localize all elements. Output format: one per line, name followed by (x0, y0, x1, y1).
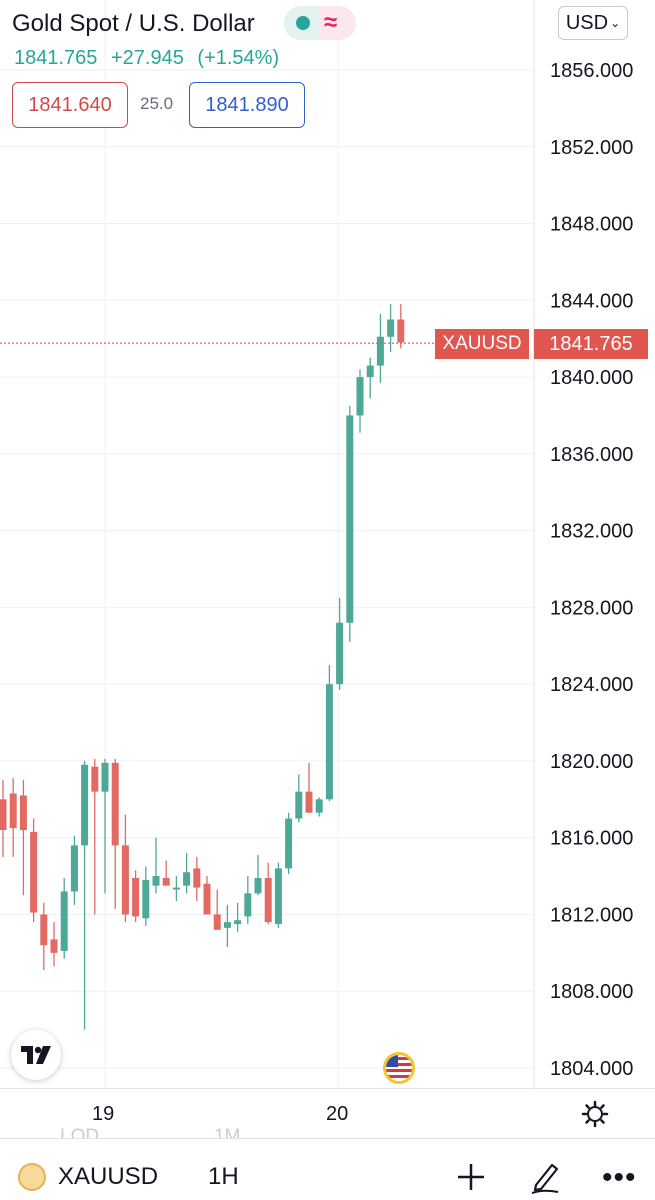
candle-body (346, 415, 354, 623)
tradingview-logo-icon[interactable] (11, 1030, 61, 1080)
time-tick-19: 19 (92, 1103, 115, 1125)
candle-body (356, 377, 364, 416)
candle-body (305, 791, 313, 813)
us-flag-event-icon[interactable] (383, 1052, 415, 1084)
y-tick-label: 1824.000 (550, 674, 633, 696)
sell-button[interactable]: 1841.640 (12, 82, 128, 128)
market-status-pill[interactable]: ≈ (284, 6, 356, 40)
y-tick-label: 1836.000 (550, 444, 633, 466)
interval-selector[interactable]: 1H (208, 1163, 239, 1190)
candle-body (50, 939, 58, 953)
price-change: +27.945 (110, 47, 184, 69)
candle-body (91, 766, 99, 792)
candle-body (244, 893, 252, 917)
candle-body (387, 319, 395, 337)
drawing-pen-icon[interactable] (528, 1159, 562, 1195)
candle-body (397, 319, 405, 343)
delayed-data-icon: ≈ (324, 9, 338, 36)
candle-body (19, 795, 27, 831)
time-tick-20: 20 (326, 1103, 349, 1125)
candle-body (315, 799, 323, 813)
candle-body (121, 845, 129, 915)
candle-body (213, 914, 221, 930)
candle-body (162, 877, 170, 886)
candle-body (223, 922, 231, 928)
symbol-price-tag: XAUUSD (435, 329, 529, 359)
delayed-data-segment (320, 6, 356, 40)
y-tick-label: 1832.000 (550, 521, 633, 543)
currency-selector[interactable]: USD ⌄ (558, 6, 628, 40)
candle-body (264, 877, 272, 923)
time-axis[interactable]: 19 20 (0, 1088, 655, 1138)
candle-body (193, 868, 201, 888)
y-tick-label: 1816.000 (550, 828, 633, 850)
y-tick-label: 1852.000 (550, 137, 633, 159)
candle-body (60, 891, 68, 951)
candlestick-chart[interactable]: 1856.000 1852.000 1848.000 1844.000 1840.000… (0, 0, 655, 1090)
candle-body (376, 336, 384, 366)
y-tick-label: 1848.000 (550, 214, 633, 236)
candle-body (285, 818, 293, 869)
candle-body (234, 920, 242, 925)
candle-body (0, 799, 7, 831)
candle-body (172, 887, 180, 890)
chevron-down-icon: ⌄ (610, 16, 621, 30)
candle-body (295, 791, 303, 819)
gold-symbol-icon[interactable] (18, 1163, 46, 1191)
symbol-title: Gold Spot / U.S. Dollar (12, 10, 255, 37)
candle-body (132, 877, 140, 917)
y-tick-label: 1828.000 (550, 597, 633, 619)
currency-label: USD (565, 11, 609, 34)
y-tick-label: 1844.000 (550, 290, 633, 312)
y-tick-label: 1812.000 (550, 904, 633, 926)
candle-body (203, 883, 211, 915)
spread-value: 25.0 (140, 94, 174, 113)
y-tick-label: 1804.000 (550, 1058, 633, 1080)
quote-line: 1841.765 +27.945 (+1.54%) (14, 47, 287, 70)
candle-body (274, 868, 282, 925)
candle-body (81, 764, 89, 846)
candle-body (366, 365, 374, 378)
price-change-pct: (+1.54%) (197, 47, 280, 69)
more-options-icon[interactable]: ••• (602, 1161, 637, 1194)
y-tick-label: 1820.000 (550, 751, 633, 773)
symbol-selector[interactable]: XAUUSD (58, 1163, 159, 1190)
market-open-dot-icon (296, 16, 310, 30)
y-tick-label: 1856.000 (550, 60, 633, 82)
current-price-tag: 1841.765 (534, 329, 648, 359)
buy-button[interactable]: 1841.890 (189, 82, 305, 128)
settings-gear-icon[interactable] (580, 1099, 610, 1129)
candle-body (9, 793, 17, 829)
y-tick-label: 1840.000 (550, 367, 633, 389)
candle-body (111, 762, 119, 846)
candle-body (101, 762, 109, 792)
candle-body (152, 876, 160, 886)
candle-body (40, 914, 48, 946)
candle-body (336, 622, 344, 685)
y-tick-label: 1808.000 (550, 981, 633, 1003)
add-icon[interactable] (455, 1161, 487, 1193)
candle-body (142, 879, 150, 919)
bottom-toolbar: XAUUSD 1H ••• (0, 1138, 655, 1200)
last-price: 1841.765 (14, 47, 98, 69)
candle-body (183, 872, 191, 886)
candle-body (30, 831, 38, 913)
candle-body (70, 845, 78, 892)
candle-body (254, 877, 262, 894)
price-chart[interactable]: 1856.000 1852.000 1848.000 1844.000 1840.000… (0, 0, 655, 1090)
candle-body (325, 684, 333, 800)
